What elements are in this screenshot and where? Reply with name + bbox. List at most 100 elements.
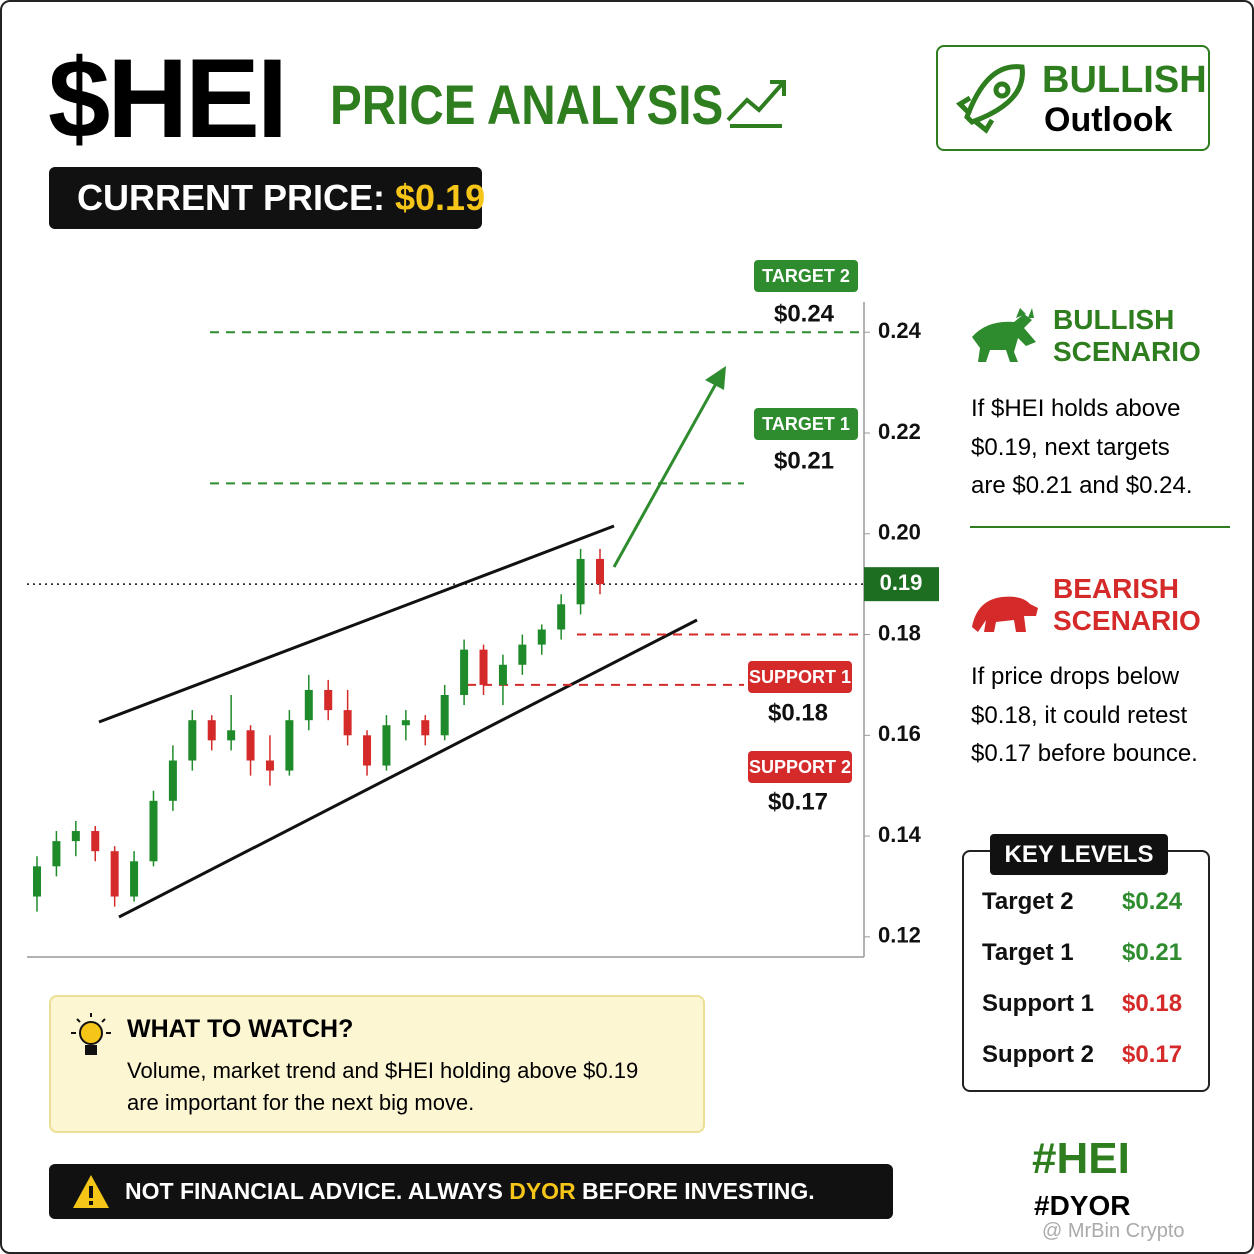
tag: #DYOR — [1034, 1190, 1131, 1221]
current-price-label: CURRENT PRICE: — [77, 177, 396, 218]
candle-body — [537, 629, 546, 645]
watch-title: WHAT TO WATCH? — [127, 1015, 354, 1043]
candle-body — [246, 730, 255, 761]
line: SCENARIO — [1053, 336, 1201, 367]
candle-body — [576, 558, 585, 605]
candle-body — [498, 664, 507, 685]
disclaimer: NOT FINANCIAL ADVICE. ALWAYS DYOR BEFORE… — [125, 1178, 815, 1205]
candle-body — [596, 558, 604, 585]
key-levels-title: KEY LEVELS — [990, 834, 1168, 875]
watch-box: WHAT TO WATCH? Volume, market trend and … — [49, 995, 705, 1133]
line: are $0.21 and $0.24. — [971, 472, 1193, 499]
rocket-icon — [955, 64, 1025, 134]
candle-body — [188, 720, 197, 761]
current-price-box — [864, 567, 939, 602]
arrow — [612, 379, 720, 568]
level-name: TARGET 2 — [762, 266, 850, 286]
candle-body — [227, 730, 236, 741]
level-name: SUPPORT 2 — [749, 757, 851, 777]
line: $0.17 before bounce. — [971, 740, 1198, 767]
candle-body — [110, 851, 119, 897]
level-label: $0.18 — [768, 699, 828, 726]
candle-body — [285, 720, 294, 771]
line: BULLISH — [1053, 304, 1175, 335]
candle-body — [518, 644, 527, 665]
warning-icon — [73, 1175, 109, 1208]
y-tick-label: 0.22 — [878, 419, 921, 444]
bullish-text: If $HEI holds above $0.19, next targets ar… — [971, 390, 1193, 506]
current-price: $0.19 — [395, 177, 486, 218]
candle-body — [440, 695, 449, 736]
candle-body — [265, 760, 274, 771]
y-tick-label: 0.18 — [878, 620, 921, 645]
current-price-box: CURRENT PRICE: $0.19 — [49, 167, 486, 229]
candle-body — [130, 861, 139, 897]
candle-body — [71, 831, 80, 842]
candle-body — [363, 735, 372, 766]
bear-icon — [972, 596, 1038, 632]
level-badge — [754, 408, 858, 440]
line: SCENARIO — [1053, 605, 1201, 636]
outlook-sub: Outlook — [1044, 101, 1173, 139]
line: Volume, market trend and $HEI holding ab… — [127, 1058, 639, 1083]
key-level-value: $0.18 — [1122, 990, 1183, 1017]
bearish-text: If price drops below $0.18, it could rete… — [971, 658, 1198, 774]
candle-body — [479, 649, 488, 685]
y-tick-label: 0.20 — [878, 520, 921, 545]
line: $0.18, it could retest — [971, 701, 1188, 729]
level-label: $0.17 — [768, 788, 828, 815]
trend-icon — [726, 80, 786, 128]
bearish-title: BEARISH SCENARIO — [1053, 573, 1201, 637]
text: BEFORE INVESTING. — [575, 1178, 815, 1204]
bull-icon — [972, 308, 1036, 362]
candle-body — [52, 841, 61, 867]
key-level-name: Target 1 — [982, 939, 1074, 966]
line: are important for the next big move. — [127, 1090, 475, 1115]
key-level-value: $0.21 — [1122, 939, 1183, 966]
candle-body — [33, 866, 41, 897]
key-level-value: $0.17 — [1122, 1041, 1183, 1068]
y-tick-label: 0.24 — [878, 318, 922, 343]
level-badge — [748, 661, 852, 693]
candle-body — [343, 710, 352, 736]
candle-body — [304, 689, 313, 721]
level-label: $0.21 — [774, 447, 834, 474]
arrow-head — [705, 366, 726, 390]
highlight: DYOR — [509, 1178, 576, 1204]
watch-text: Volume, market trend and $HEI holding ab… — [127, 1055, 638, 1119]
candle-body — [460, 649, 469, 695]
key-level-name: Support 1 — [982, 990, 1094, 1017]
title: PRICE ANALYSIS — [330, 73, 724, 136]
y-tick-label: 0.16 — [878, 721, 921, 746]
line: If $HEI holds above — [971, 395, 1181, 422]
candle-body — [168, 760, 177, 801]
line: $0.19, next targets — [971, 433, 1170, 461]
current-price-label: 0.19 — [880, 570, 923, 595]
key-level-name: Support 2 — [982, 1041, 1094, 1068]
candle-body — [557, 604, 566, 630]
y-tick-label: 0.12 — [878, 923, 921, 948]
ticker: $HEI — [48, 36, 288, 161]
outlook: BULLISH — [1042, 59, 1207, 101]
text: NOT FINANCIAL ADVICE. ALWAYS — [125, 1178, 510, 1204]
bulb-icon — [71, 1013, 111, 1055]
candle-body — [149, 800, 158, 862]
candle-body — [91, 831, 100, 852]
candle-body — [382, 725, 391, 766]
level-badge — [748, 751, 852, 783]
candle-body — [324, 689, 333, 711]
line: BEARISH — [1053, 573, 1180, 604]
level-badge — [754, 260, 858, 292]
level-name: TARGET 1 — [762, 414, 850, 434]
key-level-name: Target 2 — [982, 888, 1074, 915]
channel-line — [98, 524, 615, 724]
candle-body — [401, 720, 410, 726]
outlook-box: BULLISH Outlook — [936, 45, 1210, 151]
bullish-title: BULLISH SCENARIO — [1053, 304, 1201, 368]
tag: #HEI — [1032, 1134, 1130, 1183]
y-tick-label: 0.14 — [878, 822, 922, 847]
channel-line — [118, 618, 698, 919]
disclaimer-bar: NOT FINANCIAL ADVICE. ALWAYS DYOR BEFORE… — [49, 1164, 893, 1219]
